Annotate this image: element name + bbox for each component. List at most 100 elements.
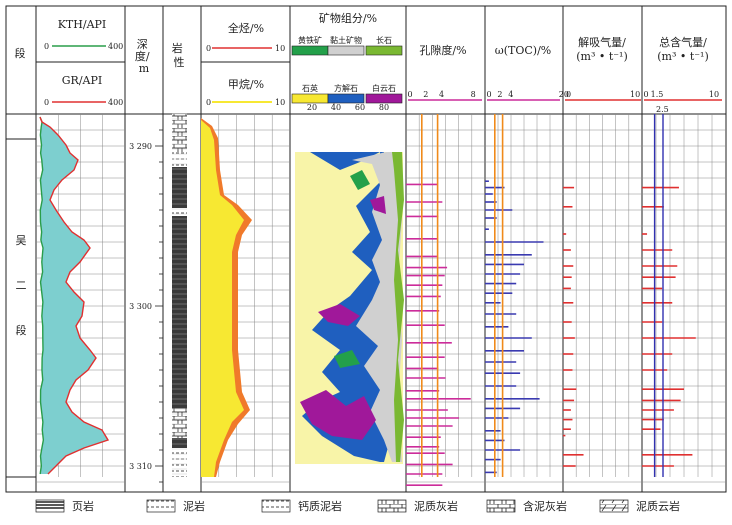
tg-min: 0 <box>206 44 211 53</box>
depth-label: 3 290 <box>129 142 152 151</box>
legend-item: 泥质灰岩 <box>377 499 458 513</box>
pyrite-area <box>350 170 370 190</box>
depth-header: 深 度/ m <box>135 38 153 75</box>
legend-label: 泥质灰岩 <box>414 499 458 513</box>
ch4-max: 10 <box>275 98 285 107</box>
gr-min: 0 <box>44 98 49 107</box>
total-gas-tick: 1.5 <box>651 90 664 99</box>
feldspar-area <box>392 152 404 462</box>
total-gas-header: 总含气量/ <box>659 35 707 49</box>
mineral-legend-label: 石英 <box>302 83 318 93</box>
legend-swatch <box>261 499 291 513</box>
desorb-max: 10 <box>630 90 640 99</box>
legend-swatch <box>377 499 407 513</box>
desorbed-gas-unit: (m³ • t⁻¹) <box>576 50 628 63</box>
dolomite-area <box>300 390 376 440</box>
toc-tick: 2 <box>497 90 502 99</box>
dolomite-area <box>370 196 386 214</box>
pyrite-area <box>334 350 360 368</box>
calcite-area <box>302 152 390 462</box>
clay-area <box>352 152 402 462</box>
legend-label: 含泥灰岩 <box>523 499 567 513</box>
desorbed-gas-header: 解吸气量/ <box>578 35 626 49</box>
legend-label: 钙质泥岩 <box>298 499 342 513</box>
legend-item: 泥质云岩 <box>599 499 680 513</box>
porosity-tick: 8 <box>471 90 476 99</box>
depth-header-line3: m <box>139 62 150 75</box>
stratum-header: 段 <box>15 46 26 60</box>
mineral-tick: 40 <box>331 103 341 112</box>
porosity-tick: 0 <box>407 90 412 99</box>
desorb-min: 0 <box>566 90 571 99</box>
toc-tick: 20 <box>559 90 569 99</box>
lithology-header: 岩 性 <box>172 41 187 69</box>
porosity-header: 孔隙度/% <box>419 43 466 57</box>
total-gas-sub-tick: 2.5 <box>656 105 669 114</box>
lithology-calcareous-mudstone <box>172 448 187 477</box>
formation-char: 二 <box>16 279 27 292</box>
legend-swatch <box>599 499 629 513</box>
mineral-legend-swatch <box>365 93 403 104</box>
mineral-legend-swatch <box>327 45 365 56</box>
kth-header: KTH/API <box>58 18 107 31</box>
mineral-legend-label: 长石 <box>376 35 392 45</box>
gr-curve <box>39 116 110 475</box>
total-gas-unit: (m³ • t⁻¹) <box>657 50 709 63</box>
total-gas-tick: 10 <box>709 90 719 99</box>
kth-curve <box>39 116 45 475</box>
legend-item: 泥岩 <box>146 499 205 513</box>
figure-frame <box>5 5 727 493</box>
legend-label: 泥岩 <box>183 499 205 513</box>
legend-label: 泥质云岩 <box>636 499 680 513</box>
log-fill-area <box>40 117 108 474</box>
lithology-header-line1: 岩 <box>172 41 183 55</box>
formation-char: 吴 <box>16 234 27 247</box>
porosity-tick: 4 <box>439 90 444 99</box>
depth-label: 3 300 <box>129 302 152 311</box>
toc-header: ω(TOC)/% <box>495 44 551 57</box>
mineral-legend-label: 方解石 <box>334 83 358 93</box>
gr-header: GR/API <box>62 74 102 87</box>
depth-header-line1: 深 <box>137 38 148 51</box>
mineral-legend-swatch <box>291 45 329 56</box>
kth-max: 400 <box>108 42 123 51</box>
lithology-shale <box>172 114 187 477</box>
mineral-legend-swatch <box>291 93 329 104</box>
dolomite-area <box>318 304 360 326</box>
total-hydrocarbon-header: 全烃/% <box>228 21 264 35</box>
tg-max: 10 <box>275 44 285 53</box>
mineral-legend-label: 黄铁矿 <box>298 35 322 45</box>
ch4-min: 0 <box>206 98 211 107</box>
lithology-mudstone <box>172 152 187 167</box>
methane-area <box>201 120 244 477</box>
legend-label: 页岩 <box>72 499 94 513</box>
legend-item: 页岩 <box>35 499 94 513</box>
gr-max: 400 <box>108 98 123 107</box>
kth-min: 0 <box>44 42 49 51</box>
mineral-legend-swatch <box>365 45 403 56</box>
mineral-tick: 80 <box>379 103 389 112</box>
toc-tick: 0 <box>486 90 491 99</box>
mineral-legend-label: 白云石 <box>372 83 396 93</box>
legend-swatch <box>35 499 65 513</box>
porosity-tick: 2 <box>423 90 428 99</box>
mineral-legend-label: 黏土矿物 <box>330 35 362 45</box>
mineral-legend-swatch <box>327 93 365 104</box>
mineral-header: 矿物组分/% <box>319 11 377 25</box>
legend-item: 含泥灰岩 <box>486 499 567 513</box>
formation-char: 段 <box>16 323 27 337</box>
toc-tick: 4 <box>508 90 513 99</box>
methane-header: 甲烷/% <box>228 77 264 91</box>
lithology-limestone <box>172 408 187 438</box>
lithology-mudstone <box>172 208 187 216</box>
mineral-tick: 60 <box>355 103 365 112</box>
legend-swatch <box>486 499 516 513</box>
mineral-tick: 20 <box>307 103 317 112</box>
legend-swatch <box>146 499 176 513</box>
depth-header-line2: 度/ <box>135 49 150 63</box>
lithology-argillaceous-limestone <box>172 114 187 152</box>
legend-item: 钙质泥岩 <box>261 499 342 513</box>
total-gas-tick: 0 <box>643 90 648 99</box>
depth-label: 3 310 <box>129 462 152 471</box>
